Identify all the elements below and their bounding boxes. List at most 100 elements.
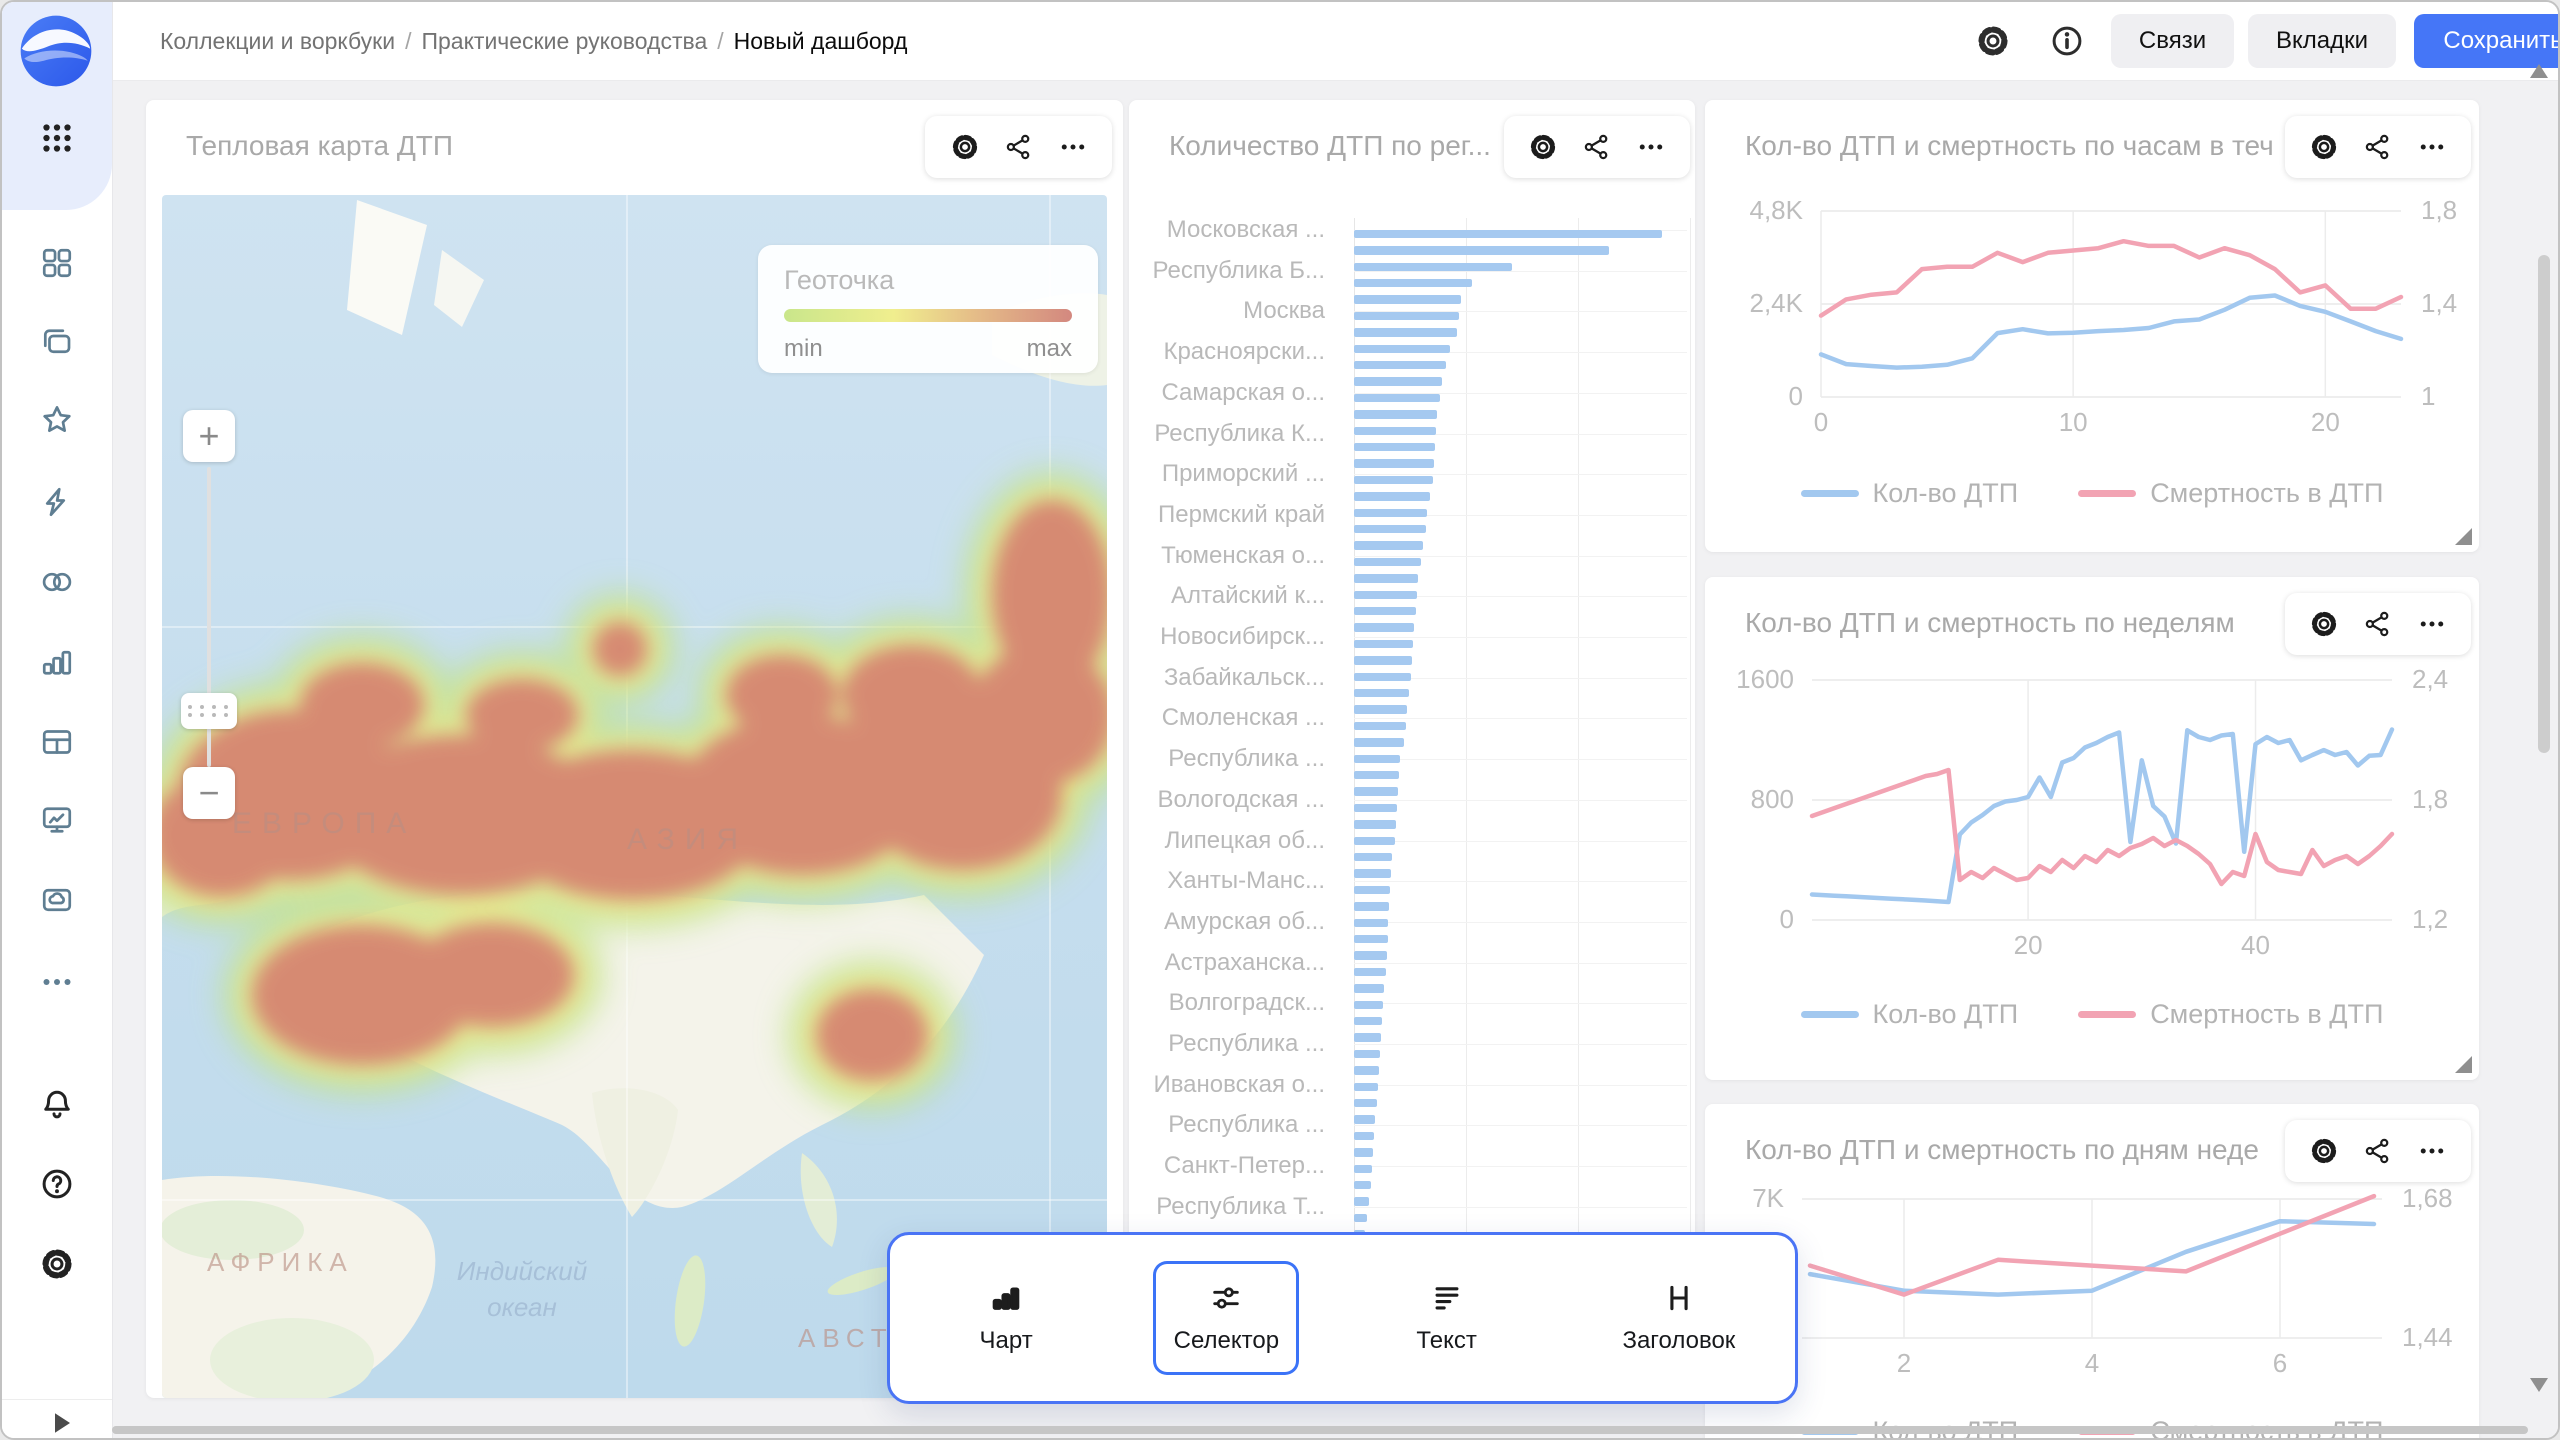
bar — [1354, 508, 1427, 517]
widget-settings-icon[interactable] — [2309, 132, 2339, 162]
save-button[interactable]: Сохранить — [2414, 14, 2558, 68]
bar — [1354, 836, 1395, 845]
map-zoom-in-button[interactable]: + — [183, 410, 235, 462]
heatmap-map[interactable]: ЕВРОПА АЗИЯ АФРИКА АВСТРА Индийский океа… — [162, 195, 1107, 1398]
bar — [1354, 721, 1406, 731]
sidebar-item-datasets[interactable] — [39, 564, 75, 600]
bar — [1354, 885, 1390, 895]
widget-hours-line[interactable]: Кол-во ДТП и смертность по часам в теч К… — [1705, 100, 2479, 552]
map-label-europe: ЕВРОПА — [232, 807, 417, 840]
tabs-button[interactable]: Вкладки — [2248, 14, 2396, 68]
bar — [1354, 606, 1416, 616]
bar-category-label: Ханты-Манс... — [1167, 867, 1325, 895]
add-selector-button[interactable]: Селектор — [1153, 1261, 1299, 1375]
sidebar-item-favorites[interactable] — [39, 402, 75, 438]
widget-weeks-line[interactable]: Кол-во ДТП и смертность по неделям Кол-в… — [1705, 577, 2479, 1080]
add-text-button[interactable]: Текст — [1362, 1258, 1532, 1378]
bar-category-label: Пермский край — [1157, 500, 1325, 528]
add-chart-label: Чарт — [979, 1327, 1033, 1354]
bar — [1354, 787, 1398, 796]
widget-regions-bar[interactable]: Количество ДТП по рег... Московская ... Р… — [1129, 100, 1695, 1270]
breadcrumb-collections[interactable]: Коллекции и воркбуки — [160, 27, 396, 54]
breadcrumb-guides[interactable]: Практические руководства — [421, 27, 708, 54]
bar-category-label: Республика ... — [1168, 1030, 1325, 1057]
axis-tick-label: 20 — [2013, 930, 2043, 960]
bar-category-label: Санкт-Петер... — [1163, 1152, 1325, 1180]
axis-tick-label: 0 — [1813, 407, 1829, 437]
dashboard-canvas: Тепловая карта ДТП — [112, 80, 2558, 1438]
info-icon[interactable] — [2049, 23, 2085, 59]
bar — [1354, 1066, 1379, 1075]
scroll-down-icon[interactable] — [2530, 1378, 2548, 1392]
bar-category-label: Амурская об... — [1164, 907, 1325, 935]
widget-links-icon[interactable] — [2363, 1136, 2393, 1166]
widget-more-icon[interactable] — [2417, 609, 2447, 639]
datalens-logo-icon[interactable] — [17, 12, 95, 90]
sidebar-item-monitoring[interactable] — [39, 802, 75, 838]
heading-h-icon — [1662, 1281, 1696, 1315]
widget-days-line[interactable]: Кол-во ДТП и смертность по дням неде Кол… — [1705, 1104, 2479, 1438]
map-zoom-slider-handle[interactable] — [181, 693, 237, 729]
widget-title: Кол-во ДТП и смертность по часам в теч — [1745, 130, 2274, 161]
bar — [1354, 393, 1440, 403]
bar — [1354, 1131, 1374, 1141]
widget-more-icon[interactable] — [2417, 1136, 2447, 1166]
expand-sidebar-icon[interactable] — [43, 1405, 79, 1438]
bar — [1354, 574, 1418, 583]
widget-settings-icon[interactable] — [1528, 132, 1558, 162]
dashboard-settings-icon[interactable] — [1975, 23, 2011, 59]
map-zoom-out-button[interactable]: − — [183, 767, 235, 819]
axis-tick-label: 7K — [1752, 1183, 1784, 1213]
scroll-up-icon[interactable] — [2530, 64, 2548, 78]
widget-links-icon[interactable] — [1582, 132, 1612, 162]
axis-tick-label: 1,44 — [2402, 1322, 2453, 1352]
bar — [1354, 934, 1388, 944]
widget-more-icon[interactable] — [1058, 132, 1088, 162]
axis-tick-label: 2,4 — [2412, 664, 2449, 694]
sidebar-item-storage[interactable] — [39, 882, 75, 918]
axis-tick-label: 1,68 — [2402, 1183, 2453, 1213]
add-chart-button[interactable]: Чарт — [921, 1258, 1091, 1378]
bar-category-label: Алтайский к... — [1171, 582, 1325, 610]
bar — [1354, 770, 1399, 780]
bar-category-label: Самарская о... — [1161, 378, 1325, 406]
all-services-icon[interactable] — [39, 120, 75, 156]
bar — [1354, 328, 1457, 337]
horizontal-scrollbar[interactable] — [112, 1426, 2528, 1434]
widget-resize-handle[interactable] — [2455, 528, 2472, 545]
map-zoom-slider-track[interactable] — [207, 467, 211, 767]
widget-links-icon[interactable] — [1004, 132, 1034, 162]
widget-links-icon[interactable] — [2363, 609, 2393, 639]
widget-more-icon[interactable] — [2417, 132, 2447, 162]
widget-heatmap[interactable]: Тепловая карта ДТП — [146, 100, 1123, 1398]
widget-links-icon[interactable] — [2363, 132, 2393, 162]
vertical-scrollbar-thumb[interactable] — [2538, 255, 2550, 753]
widget-settings-icon[interactable] — [2309, 609, 2339, 639]
notifications-bell-icon[interactable] — [39, 1086, 75, 1122]
bar-category-label: Тюменская о... — [1161, 541, 1325, 569]
bar — [1354, 278, 1472, 288]
sidebar-item-collections[interactable] — [39, 324, 75, 360]
help-icon[interactable] — [39, 1166, 75, 1202]
legend-label: Смертность в ДТП — [2150, 999, 2384, 1029]
sidebar-item-tables[interactable] — [39, 724, 75, 760]
sidebar-item-dashboards[interactable] — [39, 245, 75, 281]
settings-gear-icon[interactable] — [39, 1246, 75, 1282]
heatmap-legend-max: max — [1026, 335, 1072, 362]
add-heading-button[interactable]: Заголовок — [1594, 1258, 1764, 1378]
bar-category-label: Ивановская о... — [1153, 1070, 1325, 1098]
add-text-label: Текст — [1416, 1327, 1477, 1354]
sidebar-item-more[interactable] — [39, 964, 75, 1000]
widget-resize-handle[interactable] — [2455, 1056, 2472, 1073]
widget-settings-icon[interactable] — [2309, 1136, 2339, 1166]
bar — [1354, 475, 1433, 485]
sidebar-item-connections[interactable] — [39, 484, 75, 520]
bar — [1354, 410, 1437, 419]
links-button[interactable]: Связи — [2111, 14, 2234, 68]
widget-settings-icon[interactable] — [950, 132, 980, 162]
widget-more-icon[interactable] — [1636, 132, 1666, 162]
sidebar-item-charts[interactable] — [39, 644, 75, 680]
widget-actions — [2285, 116, 2471, 178]
axis-tick-label: 6 — [2272, 1348, 2288, 1378]
bar — [1354, 541, 1423, 550]
